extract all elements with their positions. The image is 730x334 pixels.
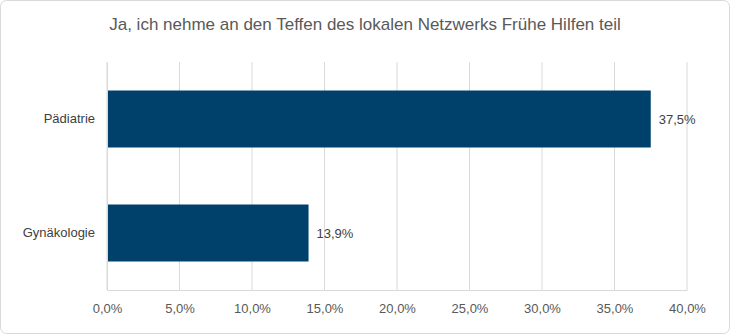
data-label: 13,9% [317,226,354,241]
bar [107,91,651,148]
x-tick: 20,0% [379,290,416,316]
x-axis: 0,0% 5,0% 10,0% 15,0% 20,0% 25,0% 30,0% 35,0% 40… [93,290,707,316]
x-tick-label: 0,0% [93,301,123,316]
x-tick-label: 15,0% [307,301,344,316]
plot-area: 0,0% 5,0% 10,0% 15,0% 20,0% 25,0% 30,0% 35,0% 40… [23,62,707,316]
x-tick-label: 20,0% [379,301,416,316]
x-tick-label: 5,0% [165,301,195,316]
bar [107,205,309,262]
x-axis-line [108,290,688,291]
x-tick: 25,0% [452,290,489,316]
grid-line [687,62,688,290]
x-tick: 40,0% [669,290,706,316]
chart-title: Ja, ich nehme an den Teffen des lokalen … [109,15,621,34]
x-tick: 5,0% [165,290,195,316]
y-tick: Gynäkologie [23,225,107,240]
x-tick-label: 10,0% [234,301,271,316]
data-label: 37,5% [659,112,696,127]
x-tick: 10,0% [234,290,271,316]
x-tick: 30,0% [524,290,561,316]
y-axis: Pädiatrie Gynäkologie [23,63,108,291]
y-tick: Pädiatrie [44,111,107,126]
y-tick-label: Gynäkologie [23,225,95,240]
x-tick-label: 30,0% [524,301,561,316]
x-tick: 15,0% [307,290,344,316]
bars [107,91,651,262]
x-tick: 35,0% [597,290,634,316]
grid [107,62,687,290]
x-tick-label: 40,0% [669,301,706,316]
x-tick-label: 35,0% [597,301,634,316]
y-tick-label: Pädiatrie [44,111,95,126]
x-tick-label: 25,0% [452,301,489,316]
chart: Ja, ich nehme an den Teffen des lokalen … [0,0,730,334]
data-labels: 37,5% 13,9% [317,112,697,241]
y-axis-line [107,63,108,291]
chart-frame [1,1,730,334]
x-tick: 0,0% [93,290,123,316]
grid-line [107,62,108,290]
